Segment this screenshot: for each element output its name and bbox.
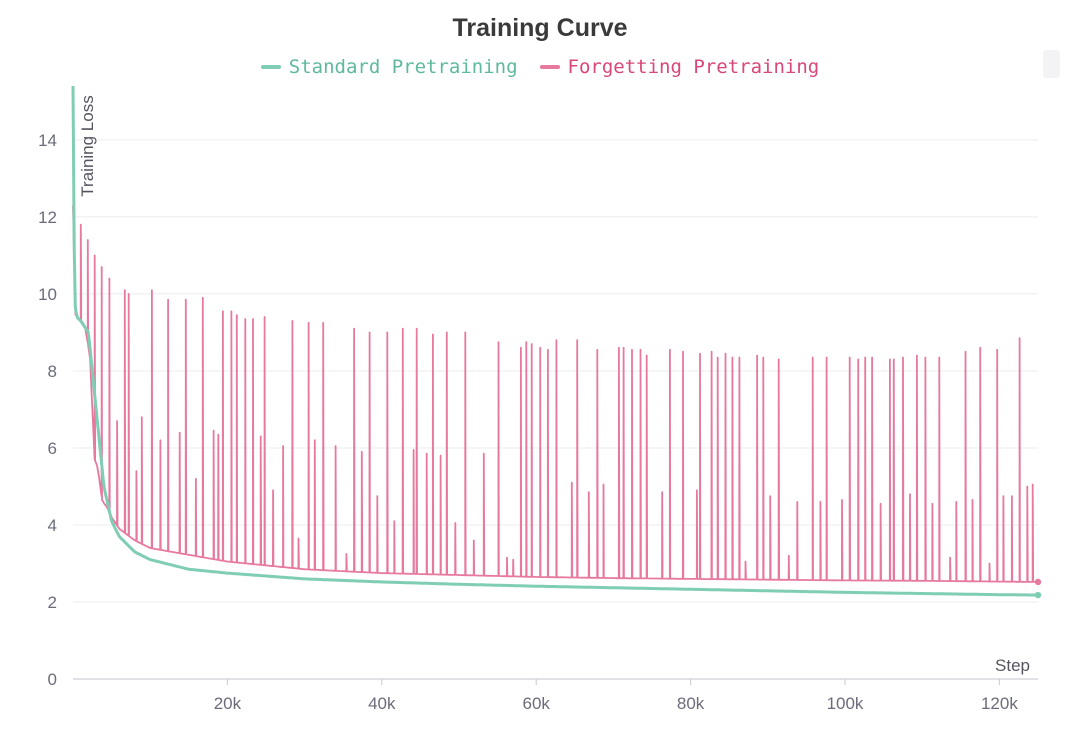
chart-menu-handle[interactable] (1043, 50, 1060, 78)
legend-label-forgetting: Forgetting Pretraining (567, 56, 820, 78)
x-tick-label: 120k (981, 694, 1018, 713)
x-tick-label: 60k (522, 694, 550, 713)
y-tick-label: 6 (48, 439, 57, 458)
legend-label-standard: Standard Pretraining (288, 56, 518, 78)
y-tick-label: 2 (48, 593, 57, 612)
y-tick-label: 0 (48, 670, 57, 689)
series-line-standard[interactable] (71, 85, 1040, 597)
y-tick-label: 4 (48, 516, 57, 535)
series-end-point-standard (1034, 591, 1042, 599)
legend-swatch-forgetting (539, 65, 560, 69)
x-axis-title: Step (995, 656, 1030, 675)
legend-item-standard[interactable]: Standard Pretraining (260, 54, 518, 80)
y-tick-label: 12 (38, 208, 57, 227)
y-tick-label: 8 (48, 362, 57, 381)
y-axis-title: Training Loss (78, 95, 97, 196)
series-end-point-forgetting (1034, 578, 1042, 586)
chart-title: Training Curve (452, 14, 628, 42)
axis-layer: 0 2 4 6 8 10 12 14 20k 40k 60k 80k 100k 120k (38, 131, 1038, 713)
y-tick-label: 14 (38, 131, 57, 150)
legend-item-forgetting[interactable]: Forgetting Pretraining (539, 54, 820, 80)
y-tick-label: 10 (38, 285, 57, 304)
x-tick-label: 80k (677, 694, 705, 713)
x-tick-label: 40k (368, 694, 396, 713)
series-layer (71, 85, 1042, 599)
x-tick-label: 100k (827, 694, 864, 713)
series-line-forgetting[interactable] (72, 205, 1039, 583)
legend-swatch-standard (260, 65, 281, 69)
x-tick-label: 20k (214, 694, 242, 713)
chart-legend: Standard Pretraining Forgetting Pretrain… (0, 54, 1080, 80)
